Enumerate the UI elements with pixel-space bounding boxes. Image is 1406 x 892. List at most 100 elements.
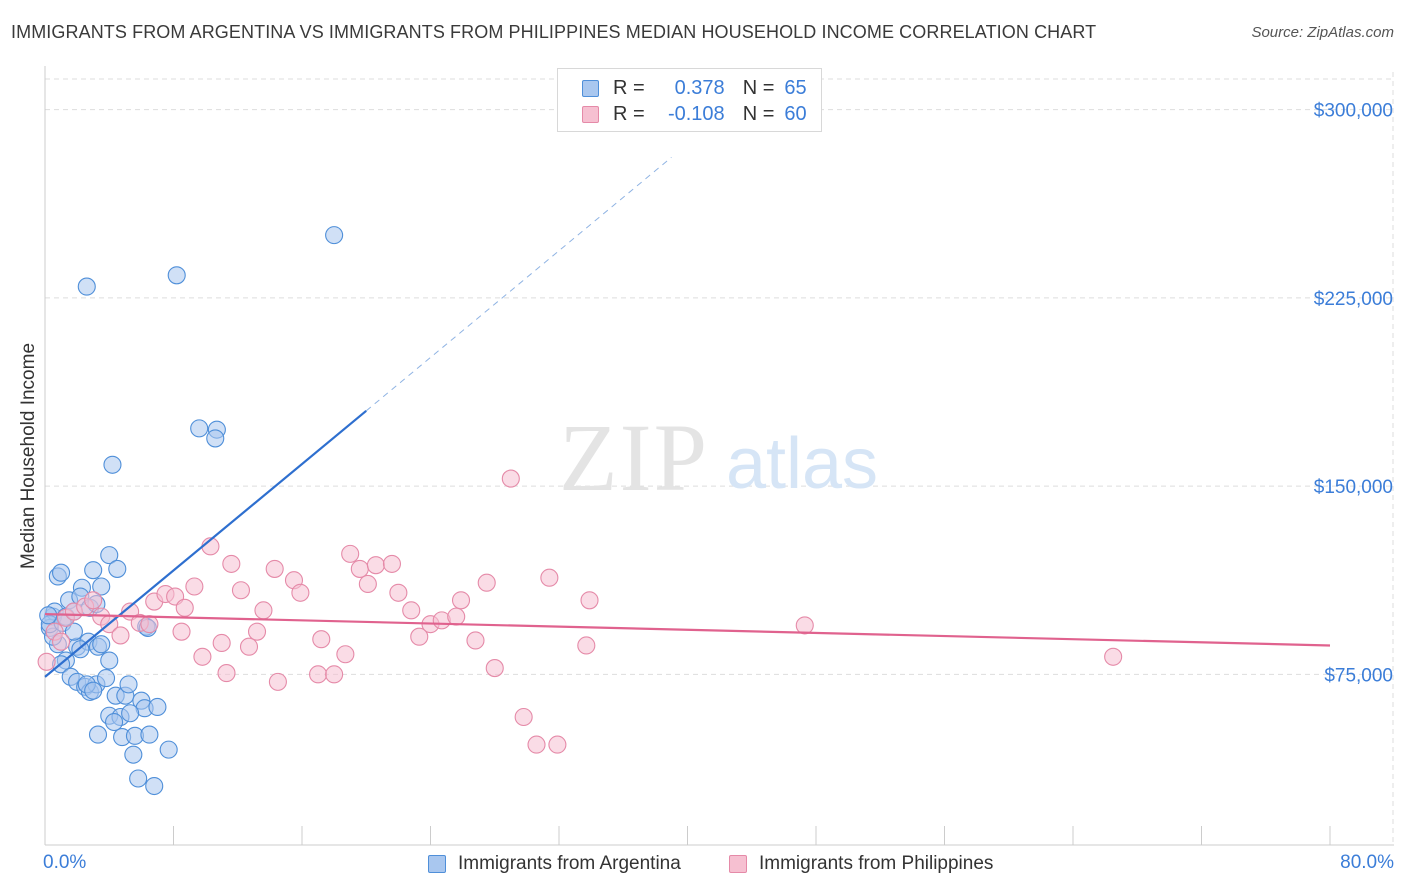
point-philippines <box>265 559 284 578</box>
trend-line-philippines <box>44 613 1331 647</box>
point-philippines <box>1104 647 1123 666</box>
trend-line-argentina-extension <box>365 156 672 412</box>
point-philippines <box>217 664 236 683</box>
point-argentina <box>64 622 83 641</box>
point-philippines <box>212 633 231 653</box>
point-philippines <box>175 598 194 617</box>
point-philippines <box>577 636 596 655</box>
point-argentina <box>159 740 178 759</box>
point-philippines <box>540 568 559 587</box>
legend-row-argentina: R = 0.378 N = 65 <box>582 76 807 100</box>
point-argentina <box>92 577 111 596</box>
point-philippines <box>466 631 485 650</box>
point-philippines <box>231 581 251 600</box>
point-philippines <box>193 647 212 666</box>
point-philippines <box>185 577 204 596</box>
legend-n-value-philippines: 60 <box>784 102 807 125</box>
bottom-legend-argentina[interactable]: Immigrants from Argentina <box>428 852 681 876</box>
point-argentina <box>96 669 116 688</box>
legend-r-label: R = <box>613 76 645 99</box>
point-philippines <box>548 735 567 754</box>
y-tick-label: $150,000 <box>1314 477 1393 498</box>
point-philippines <box>172 622 191 641</box>
point-argentina <box>108 559 127 578</box>
legend-swatch-argentina <box>582 79 599 97</box>
point-philippines <box>341 544 360 563</box>
point-philippines <box>366 556 385 575</box>
bottom-legend-philippines[interactable]: Immigrants from Philippines <box>729 852 993 876</box>
watermark-zip: ZIP <box>559 404 709 511</box>
point-argentina <box>77 277 96 296</box>
point-philippines <box>325 665 344 684</box>
label-layer: $75,000 $150,000 $225,000 $300,000 <box>1314 101 1393 687</box>
y-tick-label: $225,000 <box>1314 289 1393 310</box>
point-philippines <box>477 573 496 592</box>
legend-n-label: N = <box>742 102 775 125</box>
point-argentina <box>88 725 108 744</box>
point-philippines <box>447 607 466 626</box>
legend-r-value-argentina: 0.378 <box>674 76 725 99</box>
point-argentina <box>119 675 138 694</box>
point-argentina <box>148 697 167 717</box>
point-argentina <box>121 704 140 723</box>
point-philippines <box>84 591 103 610</box>
point-philippines <box>254 601 273 620</box>
point-argentina <box>100 651 119 670</box>
point-philippines <box>358 574 377 594</box>
chart-title: IMMIGRANTS FROM ARGENTINA VS IMMIGRANTS … <box>11 22 1097 42</box>
point-philippines <box>247 622 267 641</box>
point-philippines <box>402 601 421 620</box>
point-argentina <box>105 712 124 732</box>
point-philippines <box>514 707 533 727</box>
point-philippines <box>222 554 241 573</box>
point-philippines <box>140 615 159 634</box>
point-argentina <box>167 266 186 285</box>
legend-r-label: R = <box>613 102 645 125</box>
point-philippines <box>37 652 56 671</box>
point-philippines <box>111 626 130 645</box>
legend-row-philippines: R = -0.108 N = 60 <box>582 102 807 126</box>
point-philippines <box>268 672 287 691</box>
y-tick-label: $300,000 <box>1314 101 1393 122</box>
point-argentina <box>124 745 143 764</box>
trend-layer <box>44 156 1331 678</box>
y-tick-label: $75,000 <box>1324 665 1393 686</box>
point-argentina <box>140 725 159 744</box>
trend-line-argentina <box>44 409 367 678</box>
point-argentina <box>325 226 344 245</box>
point-philippines <box>527 735 546 754</box>
points-layer <box>37 226 1123 796</box>
point-argentina <box>52 563 71 582</box>
axis-layer <box>44 66 1394 846</box>
point-philippines <box>580 591 599 610</box>
point-argentina <box>145 776 164 796</box>
point-argentina <box>84 561 103 580</box>
point-argentina <box>84 681 103 700</box>
point-philippines <box>350 559 369 578</box>
point-argentina <box>129 769 148 788</box>
watermark: ZIP atlas <box>559 404 878 511</box>
point-philippines <box>239 637 259 656</box>
point-argentina <box>206 429 225 448</box>
legend-n-value-argentina: 65 <box>784 76 807 99</box>
legend-r-value-philippines: -0.108 <box>667 102 725 125</box>
point-philippines <box>382 554 402 573</box>
point-philippines <box>389 583 408 602</box>
point-philippines <box>52 632 71 651</box>
x-axis-min-label: 0.0% <box>43 852 87 873</box>
point-philippines <box>410 627 429 646</box>
point-philippines <box>485 659 504 678</box>
point-philippines <box>501 469 520 488</box>
point-philippines <box>309 665 328 684</box>
source-credit: Source: ZipAtlas.com <box>1251 24 1394 41</box>
point-argentina <box>103 455 122 474</box>
correlation-legend: R = 0.378 N = 65 R = -0.108 N = 60 <box>557 68 822 132</box>
point-philippines <box>291 583 310 602</box>
point-philippines <box>451 591 471 610</box>
legend-n-label: N = <box>742 76 775 99</box>
grid-layer <box>45 72 1394 845</box>
y-axis-label: Median Household Income <box>18 343 39 569</box>
x-axis-max-label: 80.0% <box>1340 852 1394 873</box>
point-argentina <box>190 419 209 438</box>
